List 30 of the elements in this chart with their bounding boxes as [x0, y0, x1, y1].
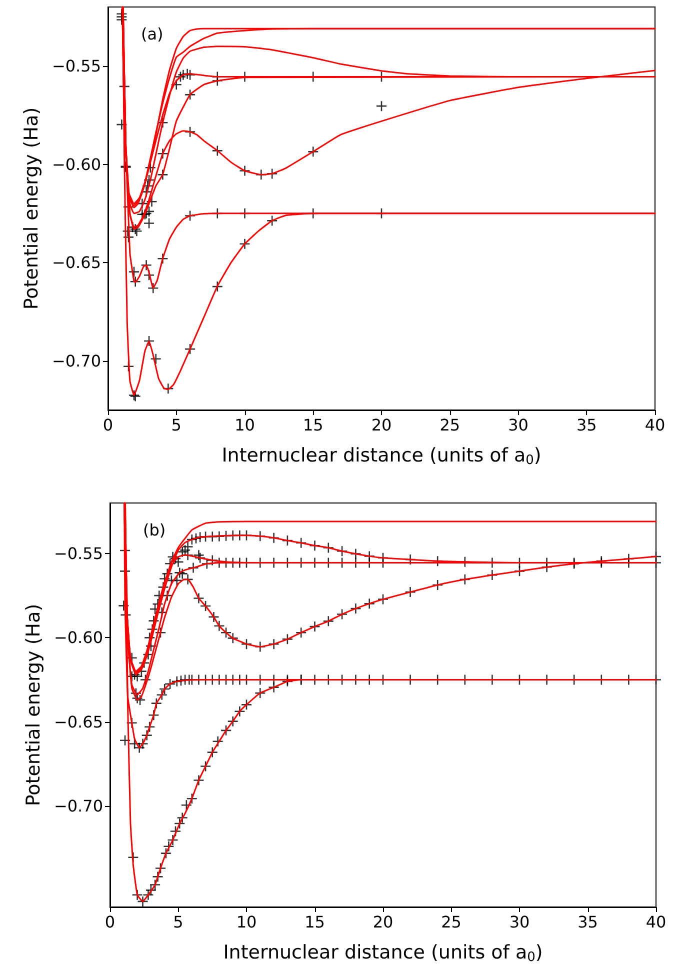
x-tick-label: 0 — [104, 912, 116, 932]
x-tick-label: 20 — [372, 912, 394, 932]
x-tick-label: 5 — [173, 912, 184, 932]
x-tick-label: 35 — [576, 416, 597, 434]
y-tick-label: −0.70 — [52, 351, 101, 370]
y-tick-label: −0.65 — [52, 253, 101, 272]
x-tick-label: 10 — [234, 416, 255, 434]
x-tick-label: 10 — [236, 912, 257, 932]
x-tick-label: 25 — [441, 912, 462, 932]
y-tick-label: −0.60 — [52, 154, 101, 174]
y-tick-label: −0.55 — [52, 56, 101, 76]
y-axis-title: Potential energy (Ha) — [22, 604, 45, 806]
x-tick-label: 30 — [508, 416, 528, 434]
x-tick-label: 15 — [304, 912, 325, 932]
y-tick-label: −0.65 — [54, 712, 103, 732]
x-tick-label: 5 — [171, 416, 182, 434]
x-tick-label: 20 — [371, 416, 392, 434]
y-tick-label: −0.70 — [54, 796, 103, 816]
x-tick-label: 0 — [102, 416, 114, 434]
y-axis-title: Potential energy (Ha) — [20, 107, 43, 310]
x-tick-label: 40 — [644, 416, 666, 434]
x-tick-label: 40 — [646, 912, 666, 932]
x-tick-label: 35 — [578, 912, 598, 932]
x-tick-label: 30 — [509, 912, 530, 932]
text: (b) — [143, 520, 166, 540]
text: (a) — [141, 24, 164, 44]
x-tick-label: 15 — [302, 416, 324, 434]
y-tick-label: −0.60 — [54, 628, 103, 648]
x-tick-label: 25 — [440, 416, 460, 434]
y-tick-label: −0.55 — [54, 544, 103, 563]
